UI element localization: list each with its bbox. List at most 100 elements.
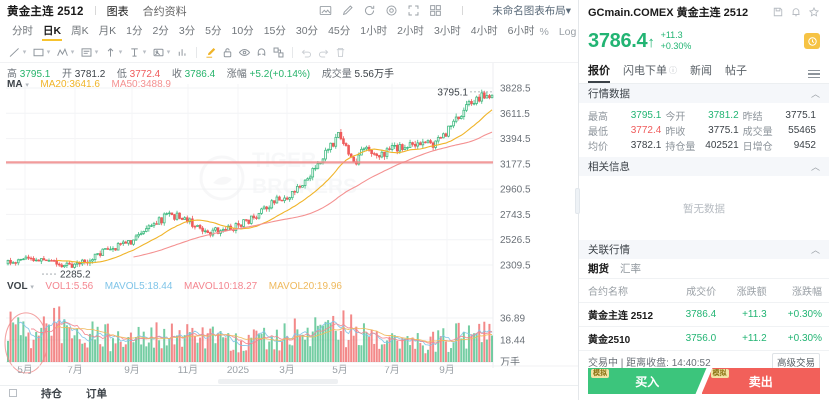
section-header-related-info[interactable]: 相关信息 ︿ [579, 157, 829, 176]
timeframe-15[interactable]: 4小时 [470, 25, 498, 37]
sim-badge: 模拟 [593, 370, 607, 377]
timeframe-12[interactable]: 1小时 [360, 25, 388, 37]
ohlc-high-value: 3795.1 [19, 69, 51, 80]
tab-positions[interactable]: 持仓 [41, 387, 62, 400]
timeframe-3[interactable]: 月K [98, 25, 117, 37]
text-tool-icon[interactable]: ▾ [126, 42, 150, 63]
text-note-icon[interactable]: ▾ [78, 42, 102, 63]
objects-icon[interactable] [270, 42, 287, 63]
timeframe-11[interactable]: 45分 [328, 25, 351, 37]
quote-tab-3[interactable]: 帖子 [725, 62, 747, 83]
image-icon[interactable]: ▾ [150, 42, 174, 63]
history-clock-icon[interactable] [804, 33, 820, 49]
edit-icon[interactable] [341, 4, 354, 17]
ohlc-close-label: 收 [171, 69, 182, 80]
quote-tabs: 报价 闪电下单 ⓘ 新闻 帖子 [579, 58, 829, 84]
related-subtab-1[interactable]: 汇率 [620, 263, 641, 275]
table-cell: +0.30% [773, 302, 829, 327]
trash-icon[interactable] [332, 42, 349, 63]
timeframe-0[interactable]: 分时 [12, 25, 33, 37]
timeframe-10[interactable]: 30分 [295, 25, 319, 37]
panel-toggle-icon[interactable] [9, 389, 17, 397]
measure-icon[interactable] [174, 42, 191, 63]
market-data-row: 均价 3782.1 持仓量 402521 日增仓 9452 [588, 138, 820, 153]
chart-canvas-area[interactable]: TIGER BROKERS 3795.1 2285.2 3828.5 3611.5 3394… [0, 63, 578, 385]
timeframe-2[interactable]: 周K [71, 25, 89, 37]
timeframe-16[interactable]: 6小时 [507, 25, 535, 37]
panel-splitter-handle[interactable] [575, 188, 580, 214]
price-change-pct: +0.30% [660, 41, 692, 51]
tab-chart[interactable]: 图表 [106, 5, 129, 18]
rectangle-icon[interactable]: ▾ [30, 42, 54, 63]
table-cell: 3786.4 [671, 302, 724, 327]
layout-grid-icon[interactable] [429, 4, 442, 17]
save-icon[interactable] [772, 6, 784, 18]
buy-button[interactable]: 模拟 买入 [588, 368, 707, 394]
tab-contract-info[interactable]: 合约资料 [142, 5, 187, 18]
column-header: 涨跌额 [723, 278, 774, 303]
arrow-icon[interactable]: ▾ [102, 42, 126, 63]
svg-text:2285.2: 2285.2 [60, 270, 91, 281]
section-header-related-quotes[interactable]: 关联行情 ︿ [579, 240, 829, 259]
ma-title[interactable]: MA [7, 79, 23, 90]
table-row[interactable]: 黄金主连 2512 3786.4 +11.3 +0.30% [579, 302, 829, 327]
chevron-down-icon[interactable]: ▾ [30, 284, 34, 291]
timeframe-1[interactable]: 日K [38, 21, 66, 42]
timeframe-9[interactable]: 15分 [263, 25, 286, 37]
scale-option-%[interactable]: % [539, 25, 549, 38]
bell-icon[interactable] [790, 6, 802, 18]
ohlc-open-label: 开 [61, 69, 72, 80]
refresh-icon[interactable] [363, 4, 376, 17]
section-title: 相关信息 [588, 161, 630, 173]
price-chart[interactable]: TIGER BROKERS 3795.1 2285.2 3828.5 3611.5 3394… [0, 63, 578, 385]
quote-header: GCmain.COMEX 黄金主连 2512 [579, 0, 829, 24]
table-row[interactable]: 黄金2510 3756.0 +11.2 +0.30% [579, 326, 829, 351]
field-label: 成交量 [742, 127, 773, 138]
timeframe-13[interactable]: 2小时 [397, 25, 424, 37]
undo-icon[interactable] [298, 42, 315, 63]
timeframe-5[interactable]: 2分 [152, 25, 169, 37]
menu-icon[interactable] [808, 69, 820, 84]
svg-text:2025: 2025 [227, 365, 250, 376]
chevron-up-icon[interactable]: ︿ [810, 162, 820, 172]
settings-gear-icon[interactable] [385, 4, 398, 17]
quote-tab-0[interactable]: 报价 [588, 62, 610, 83]
info-circle-icon[interactable]: ⓘ [669, 65, 677, 75]
timeframe-4[interactable]: 1分 [126, 25, 143, 37]
highlighter-icon[interactable] [202, 42, 219, 63]
fullscreen-icon[interactable] [407, 4, 420, 17]
snapshot-icon[interactable] [319, 4, 332, 17]
quote-tab-2[interactable]: 新闻 [690, 62, 712, 83]
ohlc-high-label: 高 [7, 69, 17, 80]
svg-text:7月: 7月 [67, 364, 83, 376]
timeframe-7[interactable]: 5分 [205, 25, 222, 37]
section-header-market-data[interactable]: 行情数据 ︿ [579, 84, 829, 103]
lock-icon[interactable] [219, 42, 236, 63]
scale-option-log[interactable]: Log [558, 25, 577, 38]
timeframe-14[interactable]: 3小时 [433, 25, 461, 37]
timeframe-6[interactable]: 3分 [178, 25, 196, 37]
quote-tab-1[interactable]: 闪电下单 ⓘ [623, 62, 677, 83]
elliott-wave-icon[interactable]: ▾ [54, 42, 78, 63]
field-value: 9452 [793, 140, 816, 151]
field-value: 3781.2 [708, 110, 739, 121]
bottom-tab-bar: 持仓 订单 [0, 385, 578, 400]
redo-icon[interactable] [315, 42, 332, 63]
market-data-cell: 最高 3795.1 [588, 108, 665, 123]
tab-orders[interactable]: 订单 [86, 387, 107, 400]
vol-title[interactable]: VOL [7, 281, 28, 292]
timeframe-8[interactable]: 10分 [231, 25, 254, 37]
chart-layout-name[interactable]: 未命名图表布局▾ [492, 5, 571, 17]
sell-button[interactable]: 模拟 卖出 [701, 368, 820, 394]
chevron-up-icon[interactable]: ︿ [810, 245, 820, 255]
field-label: 最高 [588, 112, 608, 123]
eye-icon[interactable] [236, 42, 253, 63]
chevron-down-icon[interactable]: ▾ [25, 82, 29, 89]
chevron-up-icon[interactable]: ︿ [810, 89, 820, 99]
trend-line-icon[interactable]: ▾ [6, 42, 30, 63]
magnet-icon[interactable] [253, 42, 270, 63]
quote-panel: GCmain.COMEX 黄金主连 2512 3786.4↑ +11.3 +0.… [575, 0, 829, 400]
related-subtab-0[interactable]: 期货 [588, 263, 609, 275]
star-icon[interactable] [808, 6, 820, 18]
